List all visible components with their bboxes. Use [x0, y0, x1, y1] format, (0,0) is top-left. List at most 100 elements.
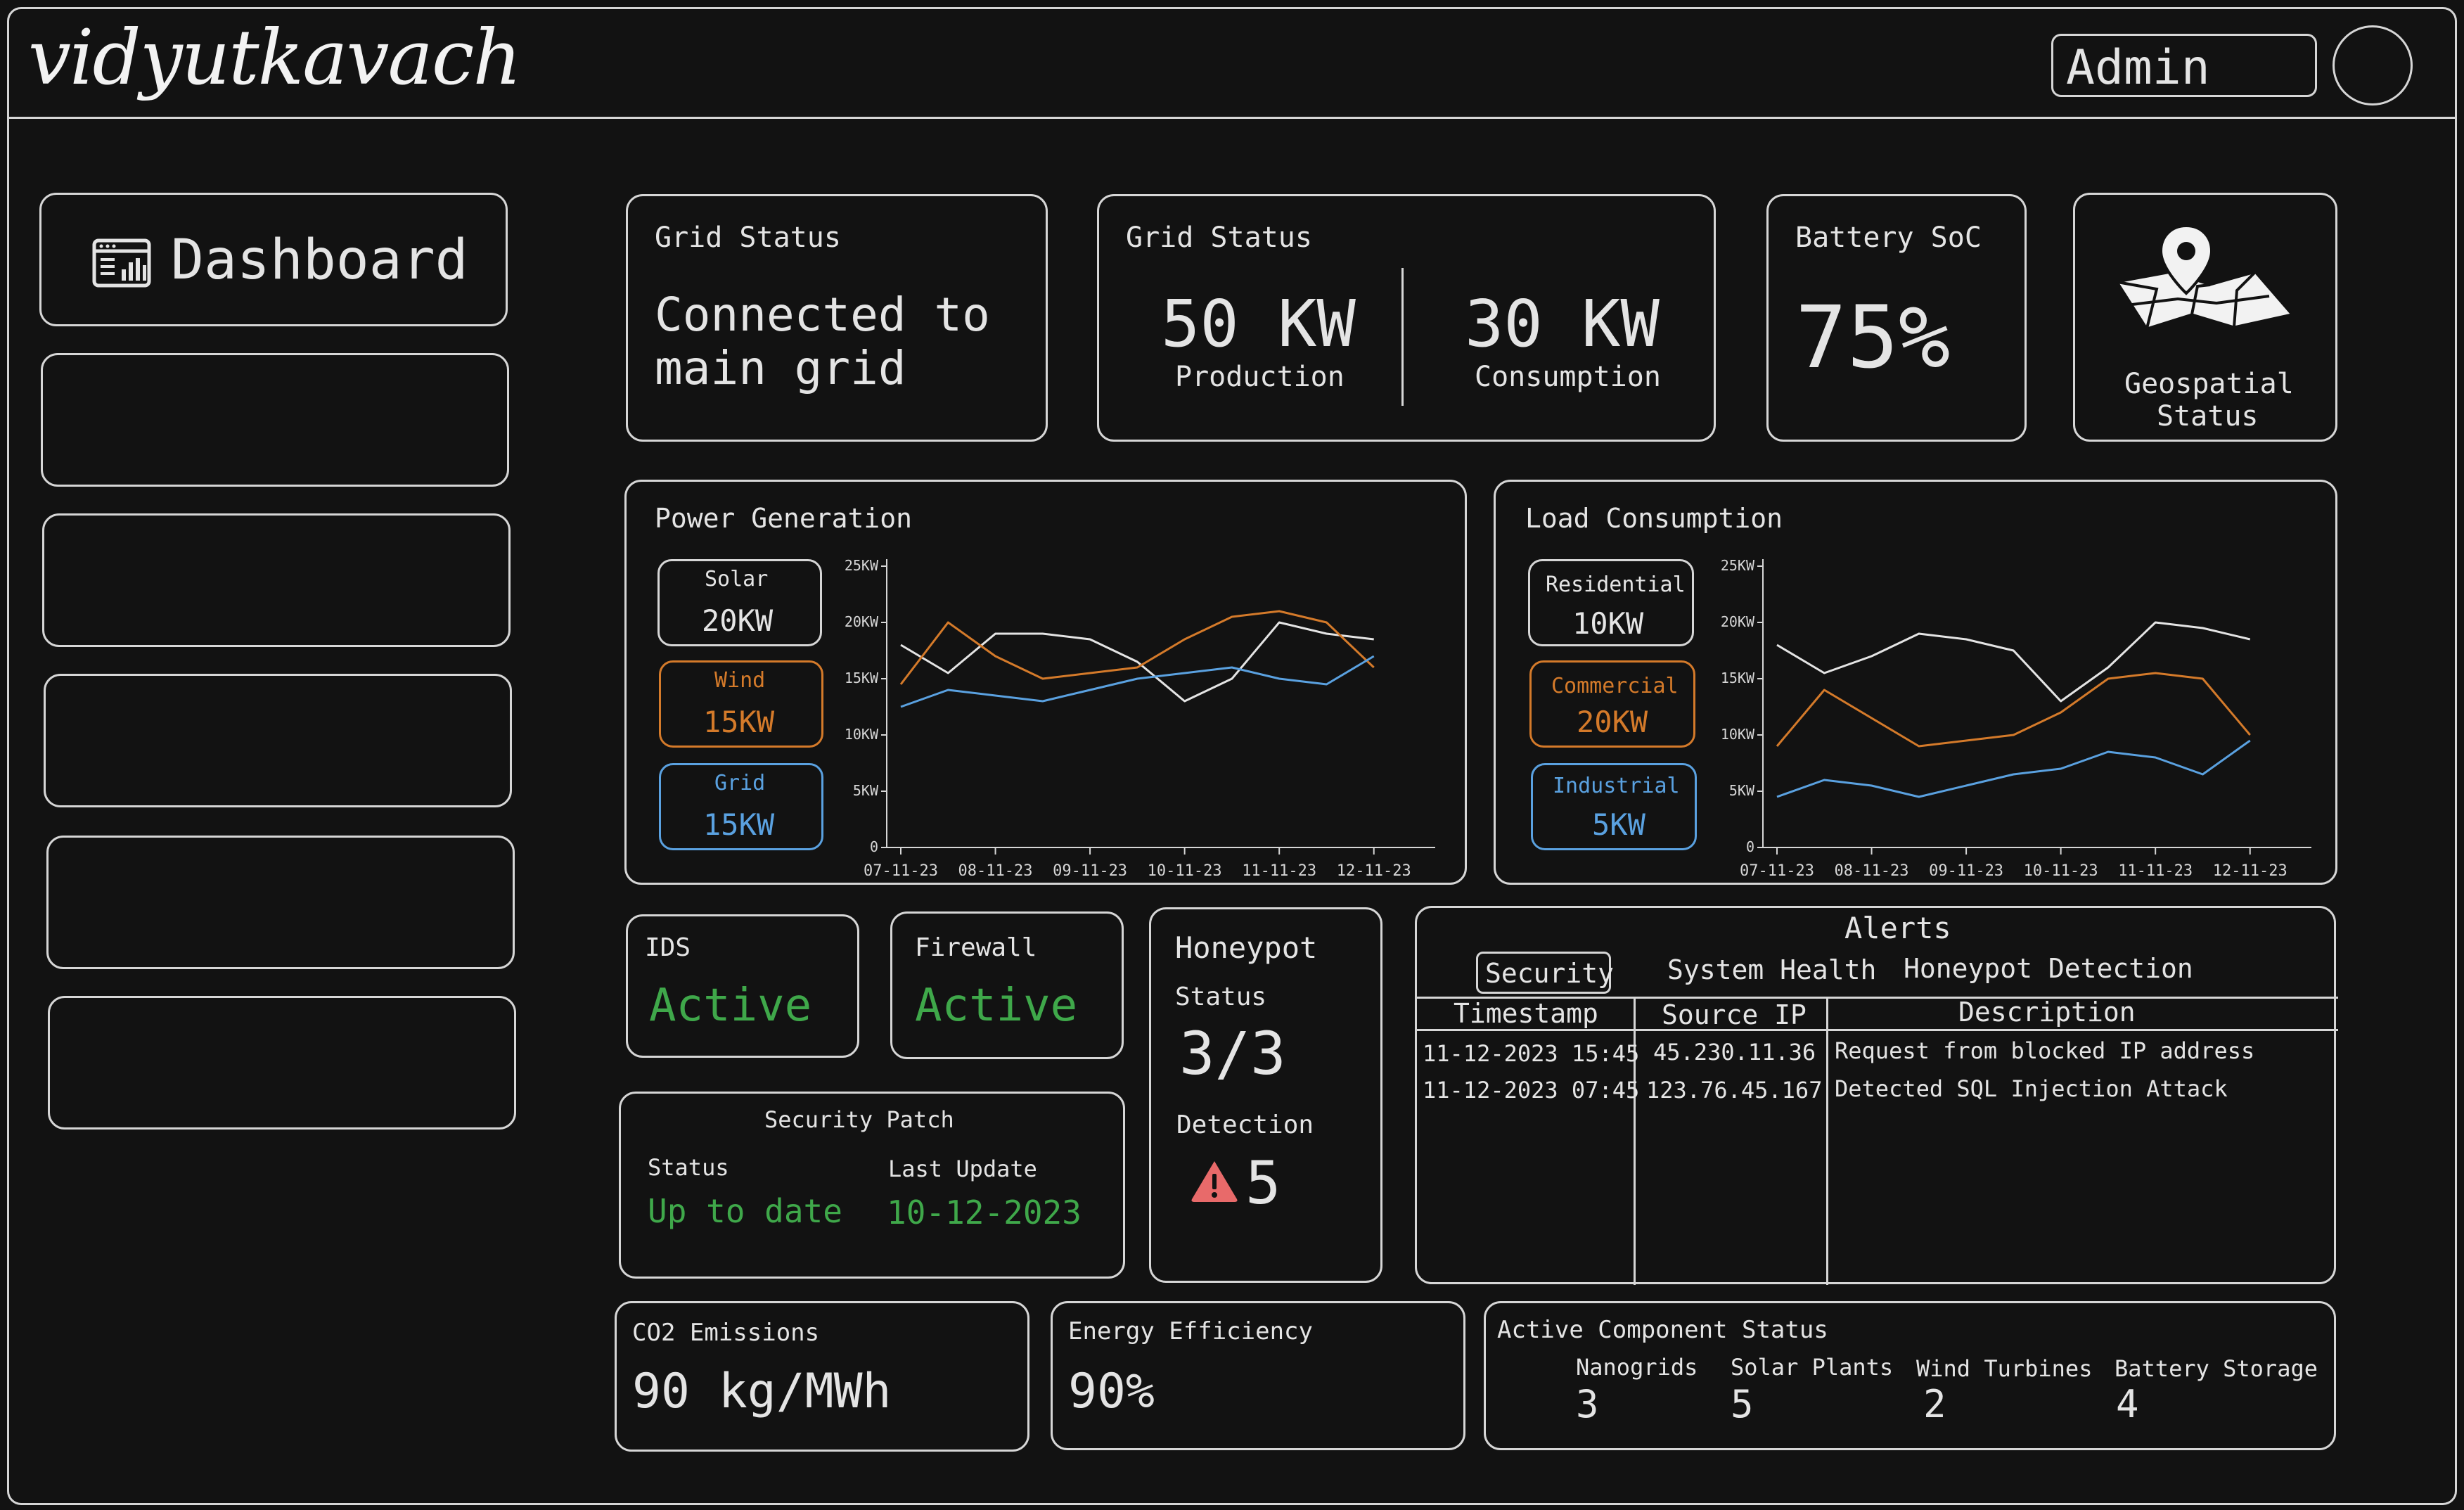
patch-status-label: Status — [648, 1154, 729, 1181]
sidebar-item-4[interactable] — [44, 674, 512, 807]
component-value: 5 — [1731, 1382, 1754, 1426]
component-label: Solar Plants — [1731, 1354, 1894, 1381]
component-status-card: Active Component Status Nanogrids 3 Sola… — [1484, 1301, 2336, 1450]
alert-timestamp[interactable]: 11-12-2023 15:45 — [1423, 1040, 1640, 1067]
alert-description[interactable]: Request from blocked IP address — [1835, 1037, 2255, 1064]
co2-value: 90 kg/MWh — [632, 1364, 892, 1419]
y-tick-label: 0 — [1746, 838, 1754, 855]
sidebar-item-6[interactable] — [48, 996, 516, 1130]
legend-value: 20KW — [702, 603, 774, 638]
x-tick-label: 09-11-23 — [1929, 862, 2003, 876]
alerts-card: Alerts Security System Health Honeypot D… — [1415, 906, 2338, 1285]
battery-value: 75% — [1795, 288, 1951, 388]
component-label: Wind Turbines — [1916, 1355, 2093, 1382]
tab-label: Security — [1485, 958, 1615, 989]
legend-commercial[interactable]: Commercial 20KW — [1529, 660, 1695, 748]
card-title: Battery SoC — [1795, 222, 1982, 254]
geospatial-card[interactable]: Geospatial Status — [2073, 193, 2337, 442]
warning-icon — [1191, 1161, 1238, 1202]
alert-source-ip[interactable]: 45.230.11.36 — [1653, 1039, 1816, 1066]
app-logo[interactable]: vidyutkavach — [28, 14, 522, 102]
legend-name: Grid — [714, 771, 766, 795]
power-generation-chart: 0 5KW 10KW 15KW 20KW 25KW 07-11-23 08-11-23 09-1… — [845, 557, 1435, 876]
x-tick-label: 10-11-23 — [2024, 862, 2098, 876]
y-tick-label: 25KW — [845, 557, 879, 574]
power-divider — [1401, 268, 1404, 406]
column-header-source-ip[interactable]: Source IP — [1662, 999, 1807, 1030]
honeypot-status-value: 3/3 — [1179, 1019, 1286, 1088]
ids-status: Active — [649, 980, 812, 1032]
sidebar-item-label: Dashboard — [171, 229, 468, 292]
legend-name: Solar — [705, 567, 769, 591]
y-tick-label: 10KW — [845, 726, 879, 743]
legend-value: 15KW — [703, 807, 775, 842]
card-title: Energy Efficiency — [1068, 1317, 1313, 1345]
y-tick-label: 25KW — [1721, 557, 1755, 574]
legend-name: Residential — [1546, 572, 1686, 597]
alert-description[interactable]: Detected SQL Injection Attack — [1835, 1075, 2228, 1102]
consumption-value: 30 KW — [1465, 286, 1660, 361]
legend-residential[interactable]: Residential 10KW — [1528, 559, 1694, 646]
geospatial-line2: Status — [2157, 400, 2259, 433]
honeypot-detection-label: Detection — [1176, 1111, 1314, 1139]
legend-industrial[interactable]: Industrial 5KW — [1531, 763, 1697, 850]
series-line-industrial — [1776, 739, 2251, 798]
header-divider — [7, 117, 2457, 119]
user-menu-button[interactable]: Admin — [2051, 34, 2317, 97]
dashboard-icon — [92, 238, 151, 288]
x-tick-label: 11-11-23 — [2118, 862, 2193, 876]
sidebar-item-2[interactable] — [41, 353, 509, 487]
x-tick-label: 08-11-23 — [958, 862, 1033, 876]
consumption-label: Consumption — [1475, 361, 1661, 393]
x-tick-label: 09-11-23 — [1053, 862, 1127, 876]
tab-system-health[interactable]: System Health — [1667, 954, 1877, 985]
legend-wind[interactable]: Wind 15KW — [659, 660, 823, 748]
legend-value: 20KW — [1577, 705, 1648, 739]
production-label: Production — [1175, 361, 1345, 393]
x-tick-label: 07-11-23 — [1740, 862, 1814, 876]
legend-value: 5KW — [1592, 807, 1645, 842]
honeypot-card: Honeypot Status 3/3 Detection 5 — [1149, 907, 1382, 1283]
power-generation-card: Power Generation Solar 20KW Wind 15KW Gr… — [624, 480, 1467, 885]
column-header-timestamp[interactable]: Timestamp — [1454, 998, 1598, 1029]
grid-power-card: Grid Status 50 KW Production 30 KW Consu… — [1097, 194, 1716, 442]
tab-security[interactable]: Security — [1476, 952, 1615, 994]
component-value: 2 — [1923, 1382, 1946, 1426]
legend-name: Wind — [714, 668, 766, 693]
y-tick-label: 10KW — [1721, 726, 1755, 743]
column-header-description[interactable]: Description — [1958, 997, 2136, 1028]
grid-connection-line1: Connected to — [655, 288, 990, 342]
window-frame — [7, 7, 2457, 1505]
user-name: Admin — [2066, 40, 2210, 96]
grid-connection-line2: main grid — [655, 341, 906, 395]
y-tick-label: 15KW — [845, 670, 879, 686]
avatar[interactable] — [2333, 25, 2413, 105]
geospatial-line1: Geospatial — [2124, 368, 2294, 400]
energy-efficiency-card: Energy Efficiency 90% — [1051, 1301, 1465, 1450]
grid-connection-card: Grid Status Connected to main grid — [626, 194, 1048, 442]
load-consumption-chart: 0 5KW 10KW 15KW 20KW 25KW 07-11-23 08-11-23 09-1… — [1721, 557, 2311, 876]
patch-status-value: Up to date — [648, 1192, 842, 1230]
component-value: 4 — [2116, 1382, 2139, 1426]
legend-value: 10KW — [1572, 606, 1644, 641]
card-title: Grid Status — [655, 222, 841, 254]
series-line-commercial — [1776, 672, 2251, 748]
alert-source-ip[interactable]: 123.76.45.167 — [1646, 1077, 1823, 1103]
tab-honeypot-detection[interactable]: Honeypot Detection — [1904, 953, 2193, 984]
honeypot-detection-value: 5 — [1245, 1149, 1281, 1217]
legend-solar[interactable]: Solar 20KW — [657, 559, 822, 646]
x-tick-label: 08-11-23 — [1835, 862, 1909, 876]
y-tick-label: 5KW — [853, 782, 879, 799]
legend-grid[interactable]: Grid 15KW — [659, 763, 823, 850]
map-pin-icon — [2115, 226, 2294, 330]
sidebar-item-5[interactable] — [46, 836, 515, 969]
patch-update-value: 10-12-2023 — [887, 1194, 1082, 1231]
y-tick-label: 0 — [870, 838, 878, 855]
sidebar-item-dashboard[interactable]: Dashboard — [39, 193, 508, 326]
series-line-solar — [900, 621, 1374, 703]
battery-card: Battery SoC 75% — [1766, 194, 2027, 442]
sidebar-item-3[interactable] — [42, 513, 511, 647]
patch-update-label: Last Update — [888, 1156, 1037, 1182]
alert-timestamp[interactable]: 11-12-2023 07:45 — [1423, 1077, 1640, 1103]
